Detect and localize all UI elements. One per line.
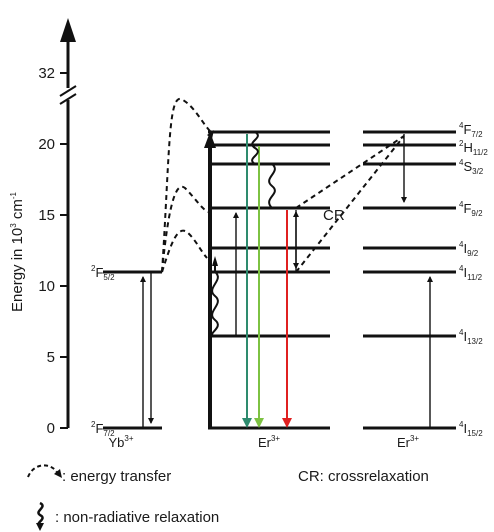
non-radiative-wave xyxy=(212,272,218,336)
energy-transfer-curve xyxy=(162,187,208,272)
crossrelaxation-dashed xyxy=(296,136,404,208)
term-label: 4S3/2 xyxy=(459,158,484,176)
tick-label: 20 xyxy=(38,136,55,153)
axis-arrowhead xyxy=(60,18,76,42)
term-label: 4I13/2 xyxy=(459,328,483,346)
cr-label: CR xyxy=(323,207,345,224)
energy-axis: 0 5 10 15 20 32 Energy in 103 cm-1 xyxy=(9,18,76,437)
legend-energy-transfer-icon xyxy=(28,465,58,477)
non-radiative-wave xyxy=(252,132,258,164)
legend-wave-icon xyxy=(38,503,42,526)
term-label: 2H11/2 xyxy=(459,139,488,157)
legend-non-radiative: : non-radiative relaxation xyxy=(55,509,219,526)
yb-upper-label: 2F5/2 xyxy=(91,264,115,282)
y-axis-label: Energy in 103 cm-1 xyxy=(9,191,26,312)
yb-levels: 2F5/2 2F7/2 Yb3+ xyxy=(91,264,162,450)
crossrelaxation-dashed xyxy=(296,136,404,272)
term-label: 4F7/2 xyxy=(459,121,483,139)
tick-label: 5 xyxy=(47,349,55,366)
er-right-levels xyxy=(363,132,456,428)
er-left-ion-label: Er3+ xyxy=(258,434,280,450)
energy-transfer-curve xyxy=(162,99,212,272)
er-absorption-arrowhead xyxy=(204,132,216,148)
energy-transfer-curve xyxy=(162,231,207,272)
tick-label: 10 xyxy=(38,278,55,295)
non-radiative-wave xyxy=(269,164,275,208)
legend-energy-transfer: : energy transfer xyxy=(62,468,171,485)
tick-label: 32 xyxy=(38,65,55,82)
er-right-ion-label: Er3+ xyxy=(397,434,419,450)
er-left-levels xyxy=(208,132,330,428)
tick-label: 0 xyxy=(47,420,55,437)
energy-transfer-curves xyxy=(162,99,404,272)
yb-ion-label: Yb3+ xyxy=(108,434,133,450)
term-label: 4I11/2 xyxy=(459,264,483,282)
term-label: 4F9/2 xyxy=(459,200,483,218)
term-label: 4I9/2 xyxy=(459,240,479,258)
legend: : energy transfer CR: crossrelaxation : … xyxy=(28,465,429,531)
term-label: 4I15/2 xyxy=(459,420,483,438)
er-term-labels: 4F7/2 2H11/2 4S3/2 4F9/2 4I9/2 4I11/2 4I… xyxy=(459,121,488,438)
tick-label: 15 xyxy=(38,207,55,224)
legend-crossrelaxation: CR: crossrelaxation xyxy=(298,468,429,485)
